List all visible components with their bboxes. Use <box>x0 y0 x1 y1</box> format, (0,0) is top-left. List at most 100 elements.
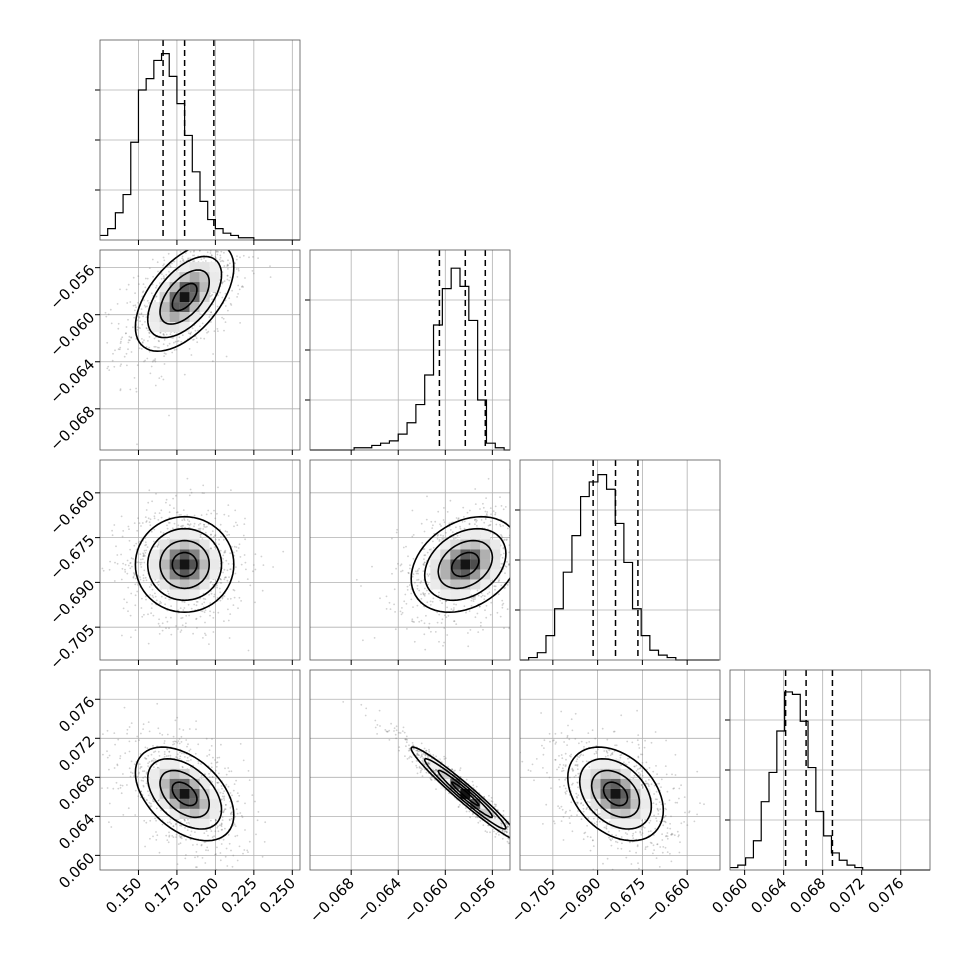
panel-frame <box>519 459 721 661</box>
density-cell <box>430 579 441 590</box>
contour-line <box>159 769 211 819</box>
density-panel-0-1 <box>99 249 301 451</box>
y-tick-label: −0.056 <box>46 261 98 313</box>
histogram-panel-1 <box>305 249 511 451</box>
x-tick-label: −0.056 <box>447 874 499 926</box>
contour-line <box>146 527 223 602</box>
density-cell <box>199 579 210 590</box>
density-cell <box>209 788 220 799</box>
density-cell <box>460 549 471 560</box>
contour-line <box>566 746 665 842</box>
density-cell <box>620 808 631 819</box>
density-cell <box>189 569 200 580</box>
density-cell <box>149 322 160 333</box>
density-cell <box>580 768 591 779</box>
density-cell <box>179 788 190 799</box>
contour-line <box>134 515 235 614</box>
density-panel-0-2 <box>99 459 301 661</box>
density-cell <box>610 778 621 789</box>
density-cell <box>179 768 190 779</box>
density-cell <box>179 808 190 819</box>
density-cell <box>630 788 641 799</box>
density-cell <box>149 312 160 323</box>
density-cell <box>179 322 190 333</box>
density-panel-2-3 <box>519 669 721 871</box>
density-cell <box>169 808 180 819</box>
panel-frame <box>309 669 511 871</box>
density-cell <box>460 559 471 570</box>
x-tick-label: 0.200 <box>179 874 222 917</box>
density-panel-1-3 <box>309 669 511 871</box>
density-cell <box>149 768 160 779</box>
density-cell <box>169 559 180 570</box>
y-tick-label: 0.060 <box>55 849 98 892</box>
density-cell <box>149 778 160 789</box>
density-cell <box>169 788 180 799</box>
density-cell <box>610 768 621 779</box>
density-cell <box>590 798 601 809</box>
density-panel-0-3 <box>99 669 301 871</box>
density-cell <box>480 529 491 540</box>
density-cell <box>159 778 170 789</box>
panel-frame <box>729 669 931 871</box>
x-tick-label: −0.675 <box>597 874 649 926</box>
density-cell <box>450 589 461 600</box>
panel-frame <box>99 669 301 871</box>
density-cell <box>149 302 160 313</box>
panel-frame <box>309 249 511 451</box>
contour-line <box>590 769 641 819</box>
density-cell <box>470 539 481 550</box>
density-cell <box>159 282 170 293</box>
contour-line <box>451 551 480 578</box>
density-cell <box>640 788 651 799</box>
density-cell <box>480 559 491 570</box>
density-cell <box>209 282 220 293</box>
density-cell <box>630 808 641 819</box>
panel-frame <box>99 459 301 661</box>
density-cell <box>189 282 200 293</box>
density-cell <box>159 302 170 313</box>
density-cell <box>189 529 200 540</box>
density-cell <box>450 579 461 590</box>
y-tick-label: −0.068 <box>46 402 98 454</box>
density-cell <box>199 302 210 313</box>
density-cell <box>179 559 190 570</box>
density-cell <box>159 312 170 323</box>
density-cell <box>640 808 651 819</box>
density-cell <box>159 322 170 333</box>
density-cell <box>460 529 471 540</box>
contour-line <box>602 781 629 807</box>
x-tick-label: 0.150 <box>102 874 145 917</box>
density-cell <box>199 272 210 283</box>
density-cell <box>199 569 210 580</box>
y-tick-label: −0.060 <box>46 308 98 360</box>
density-cell <box>490 569 501 580</box>
density-panel-1-2 <box>309 459 511 661</box>
density-cell <box>189 589 200 600</box>
density-cell <box>430 569 441 580</box>
x-tick-label: 0.060 <box>708 874 751 917</box>
density-cell <box>209 798 220 809</box>
density-cell <box>199 539 210 550</box>
y-tick-label: −0.064 <box>46 355 98 407</box>
y-tick-label: −0.675 <box>46 531 98 583</box>
density-cell <box>169 758 180 769</box>
contour-line <box>423 527 507 602</box>
density-cell <box>490 539 501 550</box>
density-cell <box>169 272 180 283</box>
density-cell <box>179 312 190 323</box>
y-tick-label: 0.072 <box>55 732 98 775</box>
density-cell <box>189 272 200 283</box>
contour-line <box>423 758 507 830</box>
density-cell <box>179 589 190 600</box>
density-cell <box>580 788 591 799</box>
density-cell <box>179 282 190 293</box>
density-cell <box>610 798 621 809</box>
density-cell <box>590 778 601 789</box>
density-cell <box>490 559 501 570</box>
contour-line <box>134 250 235 353</box>
histogram-step-line <box>730 691 930 871</box>
density-cell <box>169 579 180 590</box>
density-cell <box>199 549 210 560</box>
